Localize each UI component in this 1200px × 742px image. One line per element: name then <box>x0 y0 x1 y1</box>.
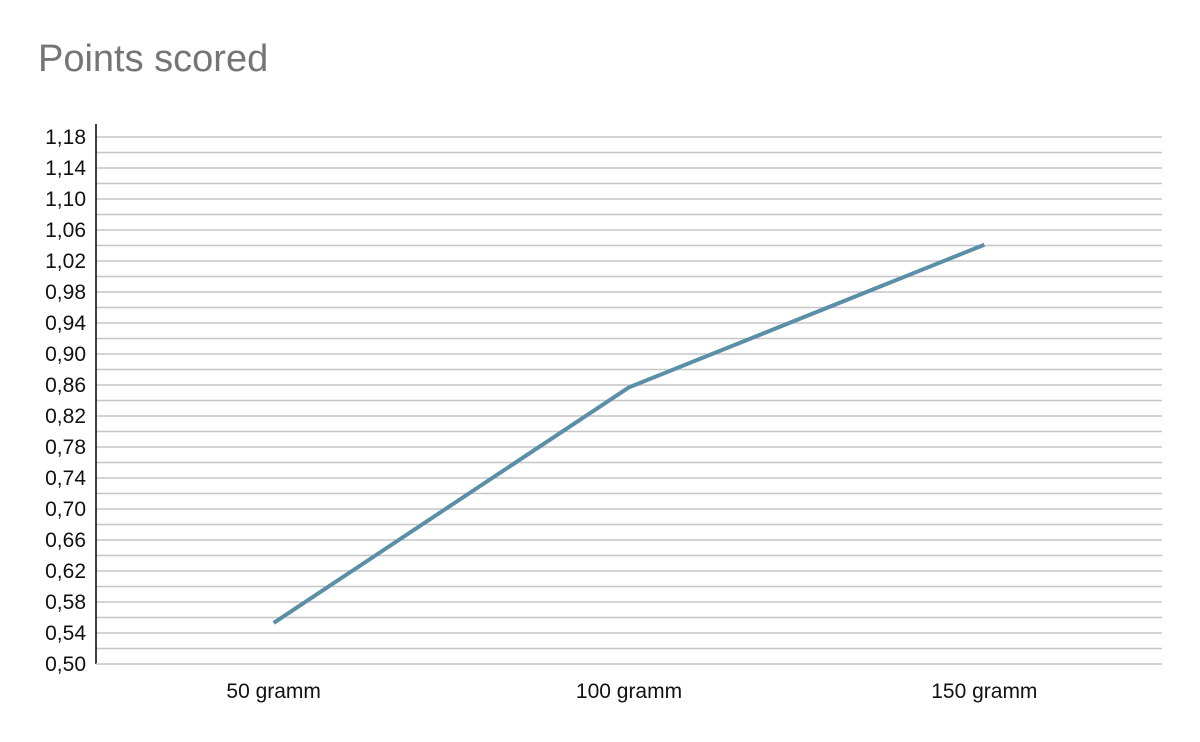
y-tick-label: 1,06 <box>45 219 86 242</box>
y-tick-label: 0,66 <box>45 529 86 552</box>
chart-title: Points scored <box>38 38 269 80</box>
y-tick-label: 0,86 <box>45 374 86 397</box>
y-tick-label: 0,54 <box>45 622 86 645</box>
series-line <box>272 242 986 625</box>
y-tick-label: 1,02 <box>45 250 86 273</box>
x-tick-label: 150 gramm <box>931 680 1037 703</box>
y-tick-label: 1,18 <box>45 126 86 149</box>
y-tick-label: 1,14 <box>45 157 86 180</box>
y-tick-labels: 0,50 0,54 0,58 0,62 0,66 0,70 0,74 0,78 0,82 0,86… <box>45 126 86 676</box>
y-tick-label: 0,94 <box>45 312 86 335</box>
y-tick-label: 0,70 <box>45 498 86 521</box>
y-tick-label: 0,78 <box>45 436 86 459</box>
y-tick-label: 0,74 <box>45 467 86 490</box>
y-tick-label: 0,62 <box>45 560 86 583</box>
y-tick-label: 1,10 <box>45 188 86 211</box>
y-tick-label: 0,98 <box>45 281 86 304</box>
grid-lines <box>96 136 1162 650</box>
axes <box>95 124 1162 665</box>
y-tick-label: 0,50 <box>45 653 86 676</box>
y-tick-label: 0,58 <box>45 591 86 614</box>
x-tick-labels: 50 gramm 100 gramm 150 gramm <box>226 680 1037 703</box>
x-tick-label: 100 gramm <box>576 680 682 703</box>
x-tick-label: 50 gramm <box>226 680 321 703</box>
y-tick-label: 0,90 <box>45 343 86 366</box>
series-lines <box>272 242 986 625</box>
y-tick-label: 0,82 <box>45 405 86 428</box>
